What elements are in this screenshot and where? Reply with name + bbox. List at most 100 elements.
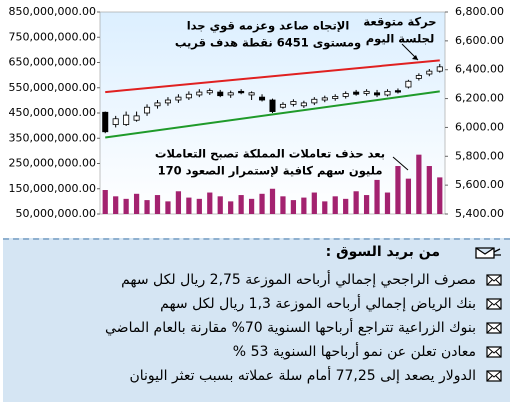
candle-body [175, 96, 182, 101]
mail-item-text: بنوك الزراعية تتراجع أرباحها السنوية 70%… [105, 320, 476, 336]
candle-body [321, 97, 328, 101]
candle-body [300, 102, 307, 107]
volume-bar [374, 179, 380, 214]
volume-bar [154, 195, 161, 214]
volume-bar [102, 190, 108, 214]
y2-tick-label: 5,400.00 [455, 207, 504, 220]
y-tick-label: 850,000,000.00 [9, 5, 96, 18]
volume-bar [175, 191, 182, 214]
y-tick-label: 350,000,000.00 [9, 131, 96, 144]
volume-bar [196, 198, 202, 214]
mail-item: الدولار يصعد إلى 77,25 أمام سلة عملاته ب… [12, 364, 502, 388]
volume-bar [144, 200, 150, 214]
annotation: لجلسة اليوم [366, 32, 435, 47]
volume-bar [437, 177, 443, 214]
chart-layer: 850,000,000.00 750,000,000.00 650,000,000.… [9, 5, 504, 220]
volume-bar [363, 195, 370, 214]
candle-body [259, 96, 266, 101]
y2-tick-label: 6,600.00 [455, 34, 504, 47]
volume-bar [238, 195, 244, 214]
candle-body [415, 75, 422, 79]
volume-bar [311, 192, 317, 214]
trend-line [105, 90, 440, 139]
volume-bar [207, 192, 213, 214]
candle-body [185, 93, 192, 99]
candle-body [353, 91, 360, 95]
candle-body [154, 102, 161, 107]
volume-bar [353, 191, 359, 214]
volume-bar [322, 201, 328, 214]
mail-item-text: الدولار يصعد إلى 77,25 أمام سلة عملاته ب… [129, 368, 476, 384]
candle-body [269, 99, 276, 112]
candle-body [311, 98, 318, 104]
candle-body [227, 92, 234, 96]
volume-bar [280, 196, 286, 214]
candle-body [238, 90, 245, 94]
mail-item: معادن تعلن عن نمو أرباحها السنوية 53 % [12, 340, 502, 364]
volume-bar [384, 192, 391, 214]
volume-bar [301, 197, 307, 214]
volume-bar [248, 198, 255, 214]
candle-body [290, 101, 297, 105]
annotation: ومستوى 6451 نقطة هدف قريب [175, 36, 361, 51]
y2-tick-label: 6,800.00 [455, 5, 504, 18]
mail-list: مصرف الراجحي إجمالي أرباحه الموزعة 2,75 … [12, 268, 502, 388]
y-tick-label: 250,000,000.00 [9, 157, 96, 170]
y2-tick-label: 5,800.00 [455, 149, 504, 162]
annotation-arrow-head [412, 55, 418, 60]
mail-icon [475, 247, 501, 259]
y-tick-label: 450,000,000.00 [9, 106, 96, 119]
candle-body [374, 92, 381, 96]
volume-bar [416, 154, 422, 214]
candle-body [332, 96, 339, 99]
volume-bar [269, 188, 276, 214]
mail-item-text: معادن تعلن عن نمو أرباحها السنوية 53 % [232, 344, 476, 360]
volume-bar [228, 201, 234, 214]
volume-bar [426, 166, 432, 214]
mail-item-text: مصرف الراجحي إجمالي أرباحه الموزعة 2,75 … [121, 272, 476, 288]
annotation: بعد حذف تعاملات المملكة تصبح التعاملات [155, 147, 385, 161]
volume-bar [259, 193, 265, 214]
volume-bar [133, 193, 140, 214]
candle-body [426, 70, 433, 75]
mail-item-text: بنك الرياض إجمالي أرباحه الموزعة 1,3 ريا… [160, 296, 476, 312]
chart: 850,000,000.00 750,000,000.00 650,000,000.… [9, 5, 504, 220]
candle-body [112, 118, 119, 125]
envelope-icon [486, 298, 502, 310]
mail-item: بنوك الزراعية تتراجع أرباحها السنوية 70%… [12, 316, 502, 340]
volume-bar [290, 200, 297, 214]
annotation: الإتجاه صاعد وعزمه قوي جدا [187, 19, 350, 34]
volume-bar [217, 196, 223, 214]
y2-tick-label: 6,200.00 [455, 92, 504, 105]
envelope-icon [486, 322, 502, 334]
candle-body [123, 114, 130, 125]
volume-bar [186, 197, 192, 214]
envelope-icon [486, 370, 502, 382]
candle-body [248, 92, 255, 96]
volume-bar [113, 196, 119, 214]
volume-bar [123, 198, 129, 214]
candle-body [436, 66, 443, 72]
volume-bar [332, 196, 338, 214]
candle-body [102, 111, 109, 133]
candle-body [363, 90, 370, 94]
y2-tick-label: 6,400.00 [455, 63, 504, 76]
trend-line [105, 59, 440, 94]
envelope-icon [486, 346, 502, 358]
volume-bar [405, 178, 412, 214]
candle-body [217, 91, 224, 97]
volume-bar [343, 198, 349, 214]
candle-body [405, 80, 412, 88]
y2-tick-label: 6,000.00 [455, 120, 504, 133]
candle-body [394, 90, 401, 93]
market-mail: من بريد السوق : مصرف الراجحي إجمالي أربا… [3, 238, 510, 402]
candle-body [342, 93, 349, 97]
envelope-icon [486, 274, 502, 286]
candle-body [133, 115, 140, 121]
mail-item: بنك الرياض إجمالي أرباحه الموزعة 1,3 ريا… [12, 292, 502, 316]
annotation-arrow [392, 156, 409, 171]
volume-bar [165, 201, 171, 214]
candle-body [164, 99, 171, 104]
y-tick-label: 50,000,000.00 [16, 207, 96, 220]
